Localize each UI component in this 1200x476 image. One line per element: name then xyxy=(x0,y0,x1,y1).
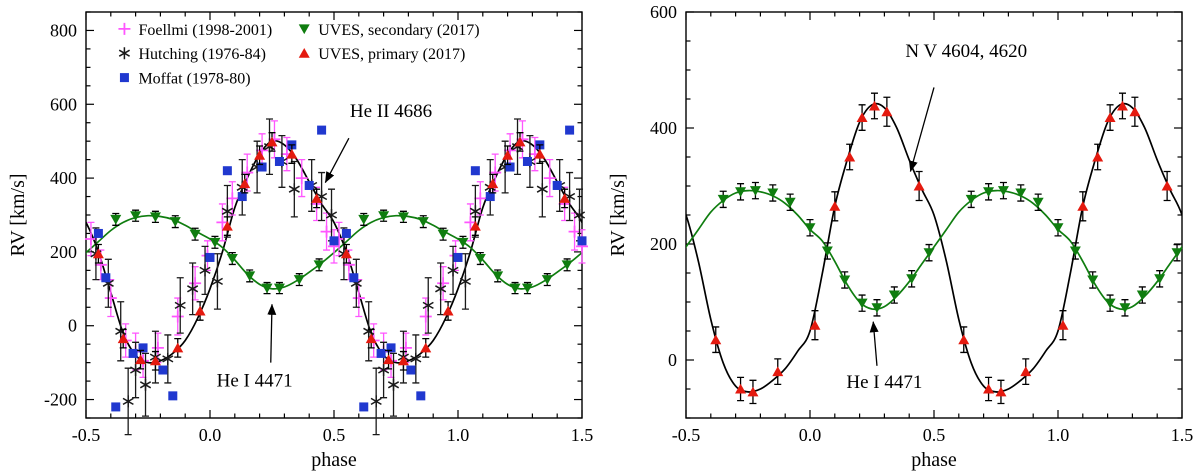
svg-text:0: 0 xyxy=(668,350,677,370)
svg-text:0.5: 0.5 xyxy=(323,425,346,445)
panel-right-nv-lines: -0.5 0.0 0.5 1.0 1.5 0 200 400 600 phase RV [km/s]… xyxy=(600,0,1200,476)
x-axis-label: phase xyxy=(911,449,957,471)
legend-label-hutching-1976-84: Hutching (1976-84) xyxy=(138,46,266,63)
orbit-curves xyxy=(686,102,1182,393)
annotation-he-i-4471: He I 4471 xyxy=(846,321,922,393)
svg-text:-0.5: -0.5 xyxy=(672,425,701,445)
y-axis-label: RV [km/s] xyxy=(7,173,29,256)
svg-text:400: 400 xyxy=(50,168,77,188)
legend-label-uves-secondary-2017: UVES, secondary (2017) xyxy=(318,22,479,39)
svg-text:1.5: 1.5 xyxy=(1171,425,1194,445)
tick-labels: -0.5 0.0 0.5 1.0 1.5 -200 0 200 400 600 800 xyxy=(44,20,593,445)
legend-label-foellmi-1998-2001: Foellmi (1998-2001) xyxy=(138,22,272,39)
svg-text:0.5: 0.5 xyxy=(923,425,946,445)
annotation-arrow xyxy=(267,303,277,363)
annotation-he-i-4471: He I 4471 xyxy=(217,303,293,392)
svg-text:1.5: 1.5 xyxy=(571,425,594,445)
svg-text:-0.5: -0.5 xyxy=(72,425,101,445)
svg-text:0.0: 0.0 xyxy=(199,425,222,445)
svg-text:200: 200 xyxy=(650,234,677,254)
curve-secondary-orbit-fit xyxy=(86,214,582,290)
series-foellmi-1998-2001 xyxy=(84,120,588,379)
curve-secondary-orbit-fit xyxy=(686,189,1182,311)
svg-text:1.0: 1.0 xyxy=(447,425,470,445)
curve-primary-orbit-fit xyxy=(686,102,1182,393)
annotation-arrow xyxy=(324,137,350,183)
series-hutching-1976-84 xyxy=(90,118,586,436)
series-uves-secondary-2017 xyxy=(110,209,573,295)
svg-text:400: 400 xyxy=(650,118,677,138)
legend-label-uves-primary-2017: UVES, primary (2017) xyxy=(318,46,465,63)
annotation-text: N V 4604, 4620 xyxy=(905,41,1027,62)
svg-text:600: 600 xyxy=(50,94,77,114)
annotation-he-ii-4686: He II 4686 xyxy=(324,101,432,183)
series-uves-primary-2017 xyxy=(710,92,1173,405)
svg-text:600: 600 xyxy=(650,2,677,22)
legend-label-moffat-1978-80: Moffat (1978-80) xyxy=(138,71,250,88)
tick-labels: -0.5 0.0 0.5 1.0 1.5 0 200 400 600 xyxy=(650,2,1193,445)
left-rv-chart: -0.5 0.0 0.5 1.0 1.5 -200 0 200 400 600 800 phase RV… xyxy=(7,11,593,471)
annotation-text: He I 4471 xyxy=(217,371,293,392)
svg-text:1.0: 1.0 xyxy=(1047,425,1070,445)
annotation-arrow xyxy=(908,87,935,172)
svg-text:0: 0 xyxy=(68,316,77,336)
panel-left-he-lines: -0.5 0.0 0.5 1.0 1.5 -200 0 200 400 600 800 phase RV… xyxy=(7,11,593,471)
series-uves-primary-2017 xyxy=(92,132,571,371)
series-uves-secondary-2017 xyxy=(717,181,1183,317)
annotation-n-v-4604-4620: N V 4604, 4620 xyxy=(905,41,1027,172)
annotation-arrow xyxy=(869,321,879,366)
annotation-text: He I 4471 xyxy=(846,372,922,393)
svg-text:0.0: 0.0 xyxy=(799,425,822,445)
svg-text:200: 200 xyxy=(50,242,77,262)
x-axis-label: phase xyxy=(311,449,357,471)
annotation-text: He II 4686 xyxy=(350,101,432,122)
legend: Foellmi (1998-2001) Hutching (1976-84) Mof… xyxy=(118,22,480,88)
axis-ticks xyxy=(685,11,1183,419)
right-rv-chart: -0.5 0.0 0.5 1.0 1.5 0 200 400 600 phase RV [km/s]… xyxy=(607,2,1193,471)
axis-ticks xyxy=(85,11,583,419)
y-axis-label: RV [km/s] xyxy=(607,173,629,256)
svg-text:800: 800 xyxy=(50,20,77,40)
svg-text:-200: -200 xyxy=(44,390,77,410)
